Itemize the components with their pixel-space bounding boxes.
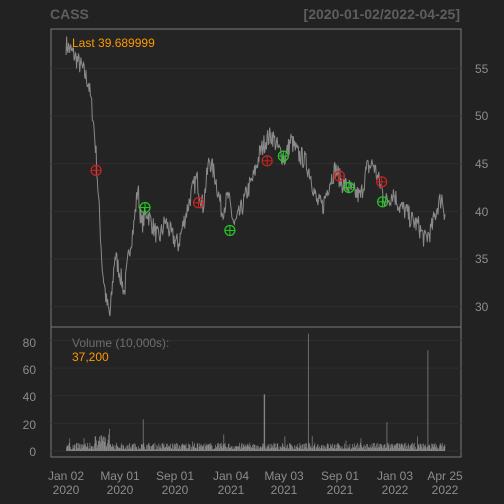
x-tick-month: Sep 01 [156,469,194,483]
volume-panel-frame [50,326,462,458]
price-tick-label: 50 [475,109,489,123]
x-tick-year: 2021 [271,483,298,497]
x-tick-month: Jan 04 [213,469,249,483]
x-tick-month: Apr 25 [427,469,463,483]
volume-bars [66,333,446,451]
volume-tick-label: 40 [23,390,37,404]
x-tick-year: 2021 [218,483,245,497]
price-tick-label: 40 [475,205,489,219]
date-range: [2020-01-02/2022-04-25] [304,6,460,22]
buy-marker [139,201,151,214]
buy-marker [343,181,355,194]
last-price-label: Last 39.689999 [72,36,155,50]
sell-marker [192,197,205,209]
chart-title: CASS [50,6,89,22]
x-tick-month: Sep 01 [321,469,359,483]
x-tick-year: 2020 [107,483,134,497]
volume-tick-label: 60 [23,363,37,377]
x-tick-year: 2022 [432,483,459,497]
x-tick-year: 2020 [162,483,189,497]
sell-marker [261,155,273,167]
volume-value: 37,200 [72,350,109,364]
volume-y-axis: 80 60 40 20 0 [23,336,37,459]
volume-label: Volume (10,000s): [72,336,169,350]
price-tick-label: 45 [475,157,489,171]
signal-markers [90,150,389,237]
price-y-axis: 55 50 45 40 35 30 [475,62,489,314]
buy-marker [277,150,289,162]
x-tick-year: 2022 [382,483,409,497]
volume-tick-label: 80 [23,336,37,350]
buy-marker [224,224,236,237]
volume-grid [51,340,461,452]
volume-tick-label: 20 [23,418,37,432]
x-tick-month: May 01 [100,469,140,483]
price-tick-label: 30 [475,300,489,314]
sell-marker [333,170,346,182]
price-panel: 55 50 45 40 35 30 Last 39.689999 [50,28,489,328]
price-grid [51,67,461,308]
price-tick-label: 35 [475,252,489,266]
x-tick-month: May 03 [264,469,304,483]
sell-marker [90,164,102,176]
volume-panel: 80 60 40 20 0 Volume (10,000s): 37,200 [23,326,462,459]
x-tick-month: Jan 02 [48,469,84,483]
buy-marker [376,196,389,208]
x-tick-year: 2021 [327,483,354,497]
x-tick-month: Jan 03 [377,469,413,483]
x-tick-year: 2020 [53,483,80,497]
volume-tick-label: 0 [29,445,36,459]
price-tick-label: 55 [475,62,489,76]
sell-marker [376,176,388,188]
x-axis: Jan 02 2020 May 01 2020 Sep 01 2020 Jan … [48,469,463,497]
